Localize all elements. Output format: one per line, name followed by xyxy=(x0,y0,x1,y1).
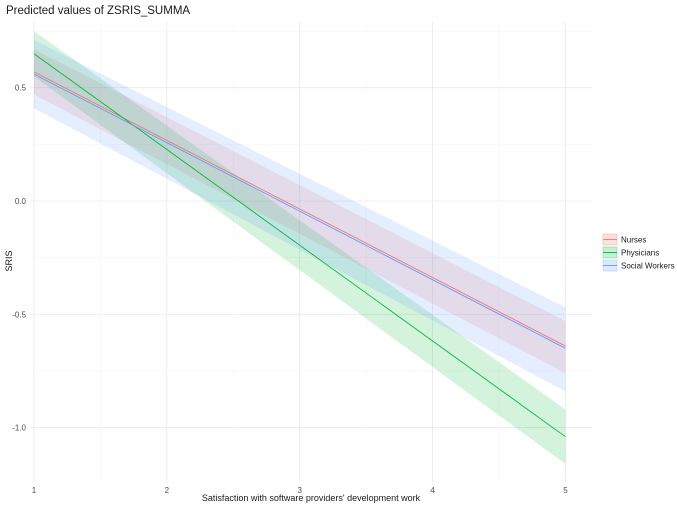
x-tick-label: 2 xyxy=(165,486,170,495)
series-lines xyxy=(33,53,566,438)
y-axis-label: SRIS xyxy=(4,250,14,271)
y-tick-label: -0.5 xyxy=(12,310,26,319)
major-gridlines xyxy=(30,22,592,482)
x-axis-ticks: 1 2 3 4 5 xyxy=(32,486,568,495)
legend-label-nurses: Nurses xyxy=(621,236,646,245)
x-tick-label: 4 xyxy=(430,486,435,495)
y-tick-label: 0.5 xyxy=(15,84,27,93)
y-tick-label: -1.0 xyxy=(12,424,26,433)
chart-title: Predicted values of ZSRIS_SUMMA xyxy=(6,5,190,17)
y-tick-label: 0.0 xyxy=(15,197,27,206)
x-tick-label: 5 xyxy=(563,486,568,495)
confidence-band-social-workers xyxy=(33,40,566,392)
y-axis-ticks: 0.5 0.0 -0.5 -1.0 xyxy=(12,84,26,433)
legend-item-physicians: Physicians xyxy=(602,246,659,259)
x-tick-label: 3 xyxy=(297,486,302,495)
series-line-physicians xyxy=(33,53,566,438)
minor-gridlines xyxy=(30,22,592,482)
x-axis-label: Satisfaction with software providers' de… xyxy=(202,493,421,503)
legend-label-physicians: Physicians xyxy=(621,249,659,258)
legend-item-nurses: Nurses xyxy=(602,233,646,246)
x-tick-label: 1 xyxy=(32,486,37,495)
legend-label-social-workers: Social Workers xyxy=(621,262,675,271)
confidence-band-physicians xyxy=(33,31,566,464)
legend: Nurses Physicians Social Workers xyxy=(602,233,675,272)
series-line-social-workers xyxy=(33,73,566,349)
legend-item-social-workers: Social Workers xyxy=(602,259,675,272)
